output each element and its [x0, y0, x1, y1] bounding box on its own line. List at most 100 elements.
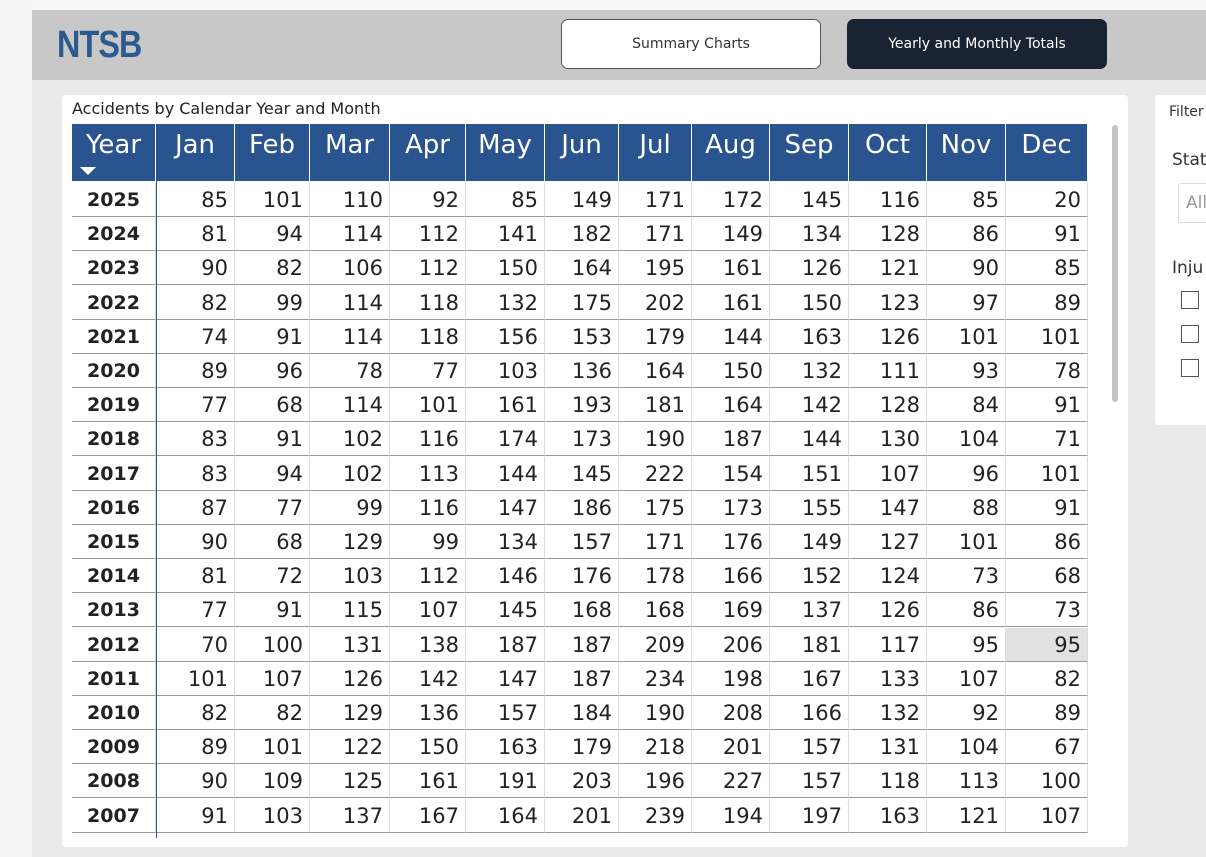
value-cell: 163	[466, 730, 545, 765]
value-cell: 126	[310, 661, 390, 696]
value-cell: 112	[390, 251, 466, 286]
value-cell: 147	[849, 490, 927, 525]
value-cell: 109	[235, 764, 310, 799]
value-cell: 164	[692, 388, 770, 423]
value-cell: 145	[770, 183, 849, 217]
value-cell: 175	[545, 285, 619, 320]
column-header: Dec	[1006, 124, 1088, 181]
value-cell: 198	[692, 661, 770, 696]
value-cell: 89	[1006, 285, 1088, 320]
value-cell: 20	[1006, 183, 1088, 217]
value-cell: 138	[390, 627, 466, 662]
column-header: Jun	[545, 124, 619, 181]
checkbox[interactable]	[1181, 325, 1199, 343]
value-cell: 104	[927, 730, 1006, 765]
value-cell: 94	[235, 217, 310, 252]
value-cell: 136	[390, 696, 466, 730]
value-cell: 167	[390, 798, 466, 833]
value-cell: 187	[466, 627, 545, 662]
value-cell: 149	[692, 217, 770, 252]
value-cell: 149	[545, 183, 619, 217]
value-cell: 209	[619, 627, 692, 662]
tab-button[interactable]: Summary Charts	[561, 19, 821, 69]
value-cell: 131	[849, 730, 927, 765]
value-cell: 107	[235, 661, 310, 696]
value-cell: 164	[619, 354, 692, 388]
year-cell: 2019	[72, 388, 156, 423]
value-cell: 101	[235, 730, 310, 765]
value-cell: 141	[466, 217, 545, 252]
value-cell: 178	[619, 559, 692, 594]
year-cell: 2020	[72, 354, 156, 388]
value-cell: 103	[466, 354, 545, 388]
value-cell: 150	[692, 354, 770, 388]
value-cell: 201	[692, 730, 770, 765]
value-cell: 84	[927, 388, 1006, 423]
value-cell: 129	[310, 696, 390, 730]
value-cell: 104	[927, 422, 1006, 457]
value-cell: 134	[466, 525, 545, 559]
value-cell: 103	[235, 798, 310, 833]
column-header: Feb	[235, 124, 310, 181]
dropdown[interactable]: All	[1178, 183, 1206, 223]
value-cell: 82	[235, 696, 310, 730]
value-cell: 193	[545, 388, 619, 423]
value-cell: 157	[770, 730, 849, 765]
value-cell: 164	[545, 251, 619, 286]
year-cell: 2007	[72, 798, 156, 833]
sort-arrow[interactable]	[78, 166, 98, 178]
value-cell: 81	[156, 217, 235, 252]
scrollbar[interactable]	[1112, 125, 1118, 402]
value-cell: 94	[235, 456, 310, 491]
table-card	[62, 95, 1128, 847]
year-cell: 2018	[72, 422, 156, 457]
value-cell: 77	[156, 593, 235, 628]
value-cell: 128	[849, 217, 927, 252]
value-cell: 74	[156, 319, 235, 354]
value-cell: 157	[545, 525, 619, 559]
value-cell: 67	[1006, 730, 1088, 765]
value-cell: 106	[310, 251, 390, 286]
value-cell: 171	[619, 525, 692, 559]
value-cell: 117	[849, 627, 927, 662]
value-cell: 153	[545, 319, 619, 354]
value-cell: 99	[235, 285, 310, 320]
value-cell: 73	[927, 559, 1006, 594]
checkbox[interactable]	[1181, 359, 1199, 377]
value-cell: 91	[235, 422, 310, 457]
value-cell: 116	[849, 183, 927, 217]
value-cell: 118	[849, 764, 927, 799]
year-cell: 2022	[72, 285, 156, 320]
tab-button-active[interactable]: Yearly and Monthly Totals	[847, 19, 1107, 69]
value-cell: 71	[1006, 422, 1088, 457]
value-cell: 92	[927, 696, 1006, 730]
value-cell: 150	[770, 285, 849, 320]
value-cell: 203	[545, 764, 619, 799]
value-cell: 181	[770, 627, 849, 662]
value-cell: 110	[310, 183, 390, 217]
value-cell: 239	[619, 798, 692, 833]
value-cell: 91	[1006, 217, 1088, 252]
value-cell: 102	[310, 422, 390, 457]
value-cell: 114	[310, 217, 390, 252]
year-cell: 2008	[72, 764, 156, 799]
value-cell: 85	[927, 183, 1006, 217]
value-cell: 168	[619, 593, 692, 628]
value-cell: 102	[310, 456, 390, 491]
value-cell: 126	[849, 319, 927, 354]
value-cell: 82	[156, 285, 235, 320]
value-cell: 166	[770, 696, 849, 730]
value-cell: 163	[849, 798, 927, 833]
checkbox[interactable]	[1181, 291, 1199, 309]
value-cell: 83	[156, 456, 235, 491]
value-cell: 145	[545, 456, 619, 491]
value-cell: 68	[235, 388, 310, 423]
value-cell: 144	[692, 319, 770, 354]
value-cell: 133	[849, 661, 927, 696]
value-cell: 112	[390, 217, 466, 252]
value-cell: 89	[156, 730, 235, 765]
value-cell: 114	[310, 285, 390, 320]
filter-pane: Filter Stat All Inju	[1155, 95, 1206, 425]
value-cell: 186	[545, 490, 619, 525]
